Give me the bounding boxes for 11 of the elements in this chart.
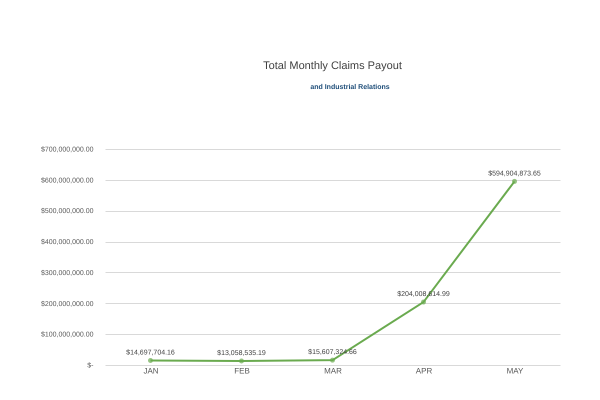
point bbox=[421, 300, 426, 305]
chart-title: Total Monthly Claims Payout bbox=[263, 60, 402, 72]
point bbox=[330, 358, 335, 363]
x-tick-label: JAN bbox=[143, 366, 159, 376]
point bbox=[239, 358, 244, 364]
x-tick-label: MAY bbox=[506, 366, 524, 376]
point bbox=[148, 358, 153, 363]
x-tick-label: MAR bbox=[324, 366, 342, 376]
point bbox=[512, 178, 517, 184]
x-tick-label: FEB bbox=[234, 366, 250, 376]
x-tick-label: APR bbox=[416, 366, 432, 376]
